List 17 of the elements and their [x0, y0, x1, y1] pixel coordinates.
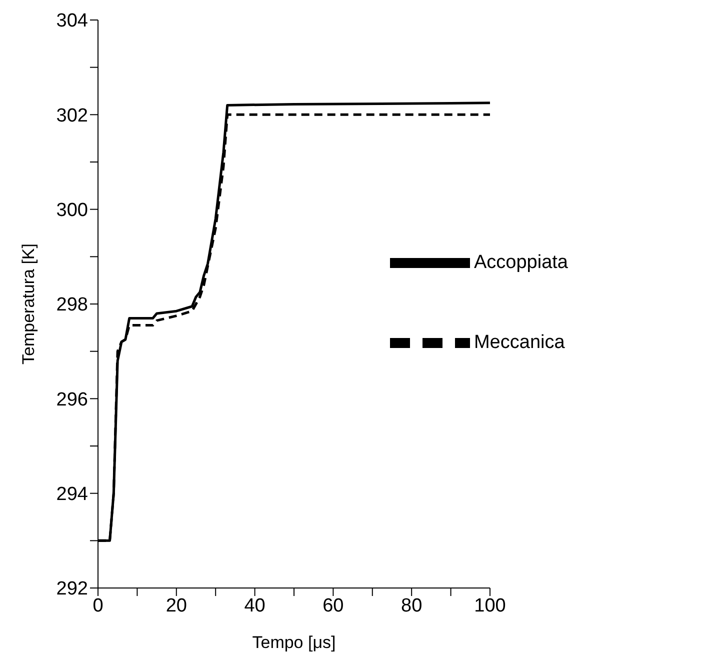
y-tick-label: 304 [56, 10, 88, 32]
x-tick-label: 60 [322, 595, 344, 616]
y-tick-label: 296 [56, 389, 88, 410]
y-tick-label: 300 [56, 200, 88, 222]
y-tick-label: 302 [56, 105, 88, 126]
legend-label: Accoppiata [474, 252, 568, 274]
x-tick-label: 20 [166, 595, 187, 616]
x-tick-label: 80 [401, 595, 422, 616]
x-tick-label: 40 [244, 595, 266, 616]
y-tick-label: 292 [56, 578, 88, 600]
x-axis-title: Tempo [μs] [252, 633, 336, 652]
x-tick-label: 0 [92, 595, 104, 616]
legend-label: Meccanica [474, 332, 565, 354]
x-tick-label: 100 [474, 595, 506, 616]
y-tick-label: 298 [56, 294, 88, 316]
y-axis-title: Temperatura [K] [19, 244, 38, 364]
y-tick-label: 294 [56, 484, 88, 506]
